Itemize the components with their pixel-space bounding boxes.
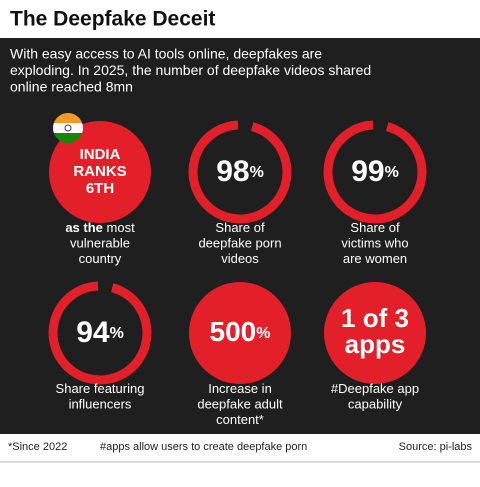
caption: vulnerable	[70, 236, 130, 251]
stat-headline: apps	[345, 329, 406, 359]
caption: content*	[216, 412, 264, 427]
disc	[189, 282, 291, 384]
flag-chakra	[64, 124, 72, 132]
value-unit: %	[385, 164, 399, 181]
caption-lead: as the	[65, 220, 103, 235]
caption-text: videos	[221, 251, 259, 266]
value-unit: %	[256, 325, 270, 342]
stat-value: 99%	[351, 155, 399, 188]
caption-text: vulnerable	[70, 236, 130, 251]
stat-value: 500%	[210, 316, 271, 347]
flag-green	[53, 133, 83, 143]
value-number: 500	[210, 316, 257, 347]
ring	[323, 120, 427, 224]
caption-text: most	[107, 220, 136, 235]
stat-value: 94%	[76, 316, 124, 349]
footnote: #apps allow users to create deepfake por…	[100, 441, 307, 453]
subtitle: With easy access to AI tools online, dee…	[10, 46, 322, 62]
subtitle: online reached 8mn	[10, 79, 133, 95]
caption: as the most	[65, 220, 135, 235]
caption: #Deepfake app	[331, 381, 419, 396]
caption: victims who	[341, 236, 408, 251]
caption: influencers	[69, 397, 132, 412]
caption: deepfake adult	[197, 397, 283, 412]
stat-headline: 1 of 3	[341, 303, 409, 333]
source: Source: pi-labs	[399, 441, 473, 453]
stat-headline: INDIA	[80, 146, 121, 163]
title: The Deepfake Deceit	[10, 8, 215, 31]
caption-text: Share of	[215, 220, 265, 235]
caption-text: capability	[348, 397, 403, 412]
caption-text: are women	[343, 251, 407, 266]
stat-value: 98%	[216, 155, 264, 188]
caption-text: deepfake porn	[198, 236, 281, 251]
ring	[48, 281, 152, 385]
stat-headline: RANKS	[73, 163, 126, 180]
caption-text: victims who	[341, 236, 408, 251]
disc	[324, 282, 426, 384]
value-unit: %	[250, 164, 264, 181]
disc	[49, 121, 151, 223]
caption: country	[79, 251, 122, 266]
caption: Share of	[215, 220, 265, 235]
india-flag	[53, 113, 83, 143]
caption-text: #Deepfake app	[331, 381, 419, 396]
caption-text: deepfake adult	[197, 397, 283, 412]
caption-text: country	[79, 251, 122, 266]
caption: deepfake porn	[198, 236, 281, 251]
flag-white	[53, 123, 83, 133]
caption: videos	[221, 251, 259, 266]
caption: Increase in	[208, 381, 272, 396]
caption: Share featuring	[56, 381, 145, 396]
stat-headline: 6TH	[86, 180, 114, 197]
value-number: 98	[216, 155, 249, 188]
caption: are women	[343, 251, 407, 266]
subtitle: exploding. In 2025, the number of deepfa…	[10, 62, 371, 78]
footnote: *Since 2022	[8, 441, 67, 453]
value-unit: %	[110, 325, 124, 342]
caption-text: Share featuring	[56, 381, 145, 396]
caption-text: Share of	[350, 220, 400, 235]
value-number: 99	[351, 155, 384, 188]
caption-text: content*	[216, 412, 264, 427]
value-number: 94	[76, 316, 110, 349]
ring	[188, 120, 292, 224]
caption-text: Increase in	[208, 381, 272, 396]
flag-saffron	[53, 113, 83, 123]
caption: capability	[348, 397, 403, 412]
caption: Share of	[350, 220, 400, 235]
caption-text: influencers	[69, 397, 132, 412]
